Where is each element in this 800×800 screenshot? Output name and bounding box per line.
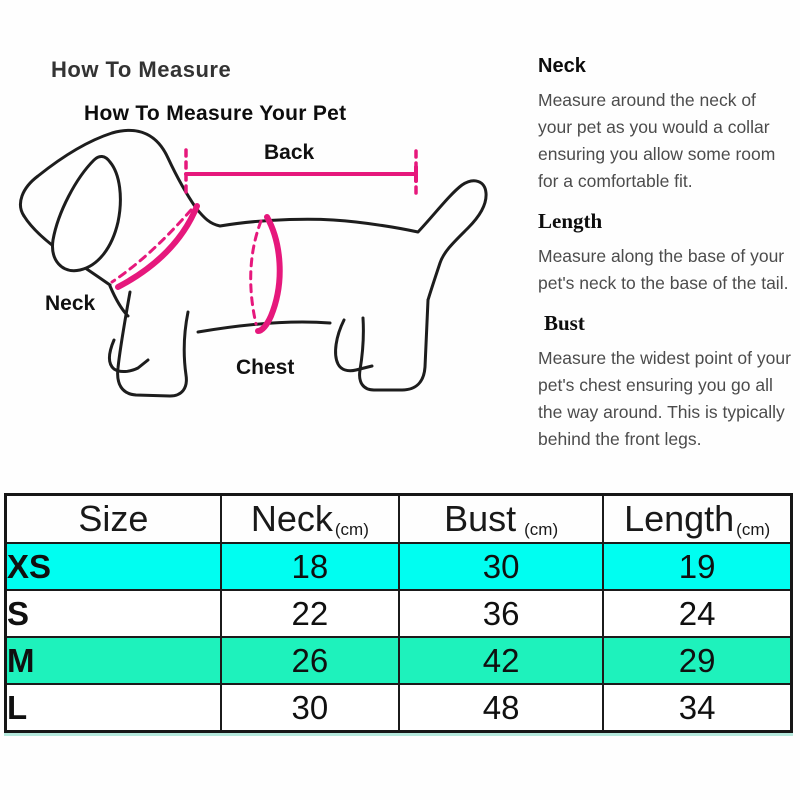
- dog-ear: [51, 155, 122, 273]
- table-row-s: S 22 36 24: [4, 589, 793, 638]
- column-header-bust-unit: (cm): [524, 520, 559, 539]
- column-header-neck: Neck (cm): [219, 493, 400, 544]
- bust-value: 42: [397, 636, 605, 685]
- size-value: XS: [4, 542, 222, 591]
- column-header-size: Size: [4, 493, 222, 544]
- length-value: 34: [602, 683, 793, 733]
- bust-value: 30: [397, 542, 605, 591]
- chest-measure-solid: [255, 214, 283, 334]
- neck-value: 22: [219, 589, 400, 638]
- size-table-header-row: Size Neck (cm) Bust (cm) Length (cm): [4, 493, 793, 544]
- column-header-length-label: Length: [624, 498, 735, 539]
- bust-value: 36: [397, 589, 605, 638]
- table-row-m: M 26 42 29: [4, 636, 793, 685]
- dog-chest-edge: [108, 284, 130, 318]
- column-header-neck-label: Neck: [250, 498, 333, 539]
- length-value: 29: [602, 636, 793, 685]
- dog-measurement-diagram: [19, 128, 488, 398]
- dog-front-leg: [116, 290, 190, 398]
- chest-measure-dashed: [249, 219, 263, 326]
- dog-rear-leg: [358, 298, 430, 392]
- table-row-l: L 30 48 34: [4, 683, 793, 733]
- page-title: How To Measure: [51, 57, 232, 82]
- dog-head-outline: [19, 128, 198, 218]
- size-value: L: [4, 683, 222, 733]
- instruction-body-bust: Measure the widest point of your pet's c…: [538, 348, 791, 449]
- size-table: Size Neck (cm) Bust (cm) Length (cm) XS 18 …: [4, 493, 793, 733]
- column-header-bust-label: Bust: [444, 498, 517, 539]
- length-value: 19: [602, 542, 793, 591]
- column-header-bust: Bust (cm): [397, 493, 605, 544]
- bust-value: 48: [397, 683, 605, 733]
- neck-value: 18: [219, 542, 400, 591]
- size-value: S: [4, 589, 222, 638]
- dog-back-tail-outline: [194, 179, 488, 302]
- neck-measure-dashed: [110, 208, 193, 284]
- instruction-heading-neck: Neck: [538, 55, 586, 77]
- page-subtitle: How To Measure Your Pet: [84, 102, 347, 125]
- length-value: 24: [602, 589, 793, 638]
- chest-label: Chest: [236, 356, 295, 379]
- column-header-size-label: Size: [78, 498, 149, 539]
- column-header-length: Length (cm): [602, 493, 793, 544]
- neck-value: 26: [219, 636, 400, 685]
- dog-rear-far-paw: [334, 318, 374, 373]
- instruction-heading-length: Length: [538, 209, 603, 233]
- back-label: Back: [264, 141, 315, 164]
- instruction-body-neck: Measure around the neck of your pet as y…: [538, 90, 776, 191]
- neck-value: 30: [219, 683, 400, 733]
- neck-measure-solid: [115, 203, 200, 290]
- column-header-neck-unit: (cm): [334, 520, 369, 539]
- table-row-xs: XS 18 30 19: [4, 542, 793, 591]
- size-value: M: [4, 636, 222, 685]
- column-header-length-unit: (cm): [736, 520, 771, 539]
- measuring-instructions: Neck Measure around the neck of your pet…: [538, 55, 794, 467]
- neck-label: Neck: [45, 292, 96, 315]
- dog-front-far-paw: [108, 338, 150, 373]
- instruction-heading-bust: Bust: [544, 311, 585, 335]
- instruction-body-length: Measure along the base of your pet's nec…: [538, 246, 789, 293]
